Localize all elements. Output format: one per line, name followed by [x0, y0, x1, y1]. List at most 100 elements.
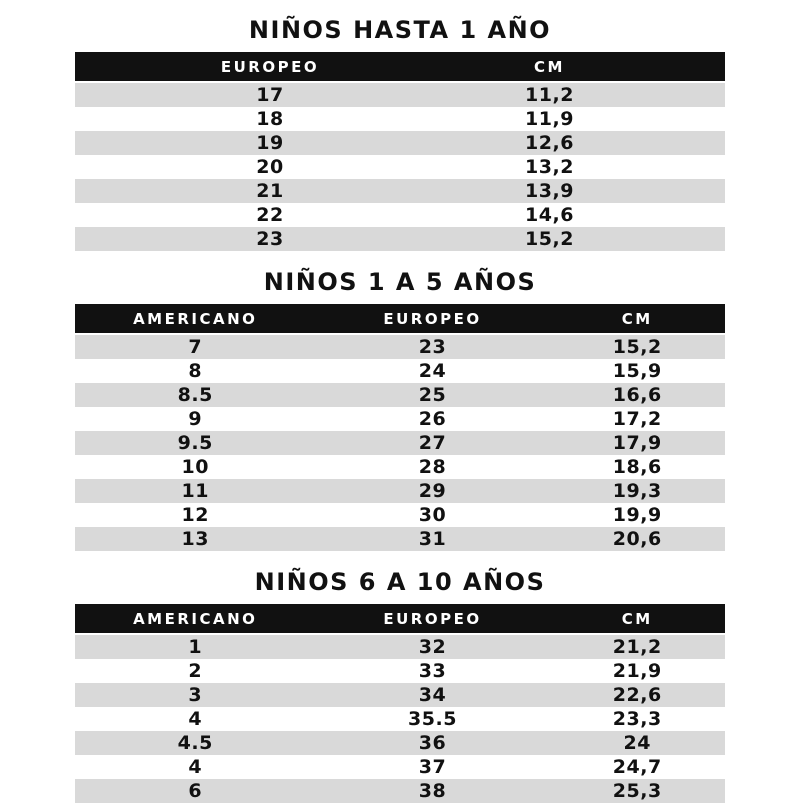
size-cell: 24 [623, 732, 651, 754]
column-header: EUROPEO [315, 604, 550, 635]
size-cell: 24 [418, 360, 447, 382]
spacer-cell [634, 82, 725, 107]
size-cell: 29 [418, 480, 447, 502]
size-cell: 3 [188, 684, 203, 706]
size-cell: 22,6 [612, 684, 662, 706]
table-row: 20 13,2 [75, 155, 725, 179]
size-cell: 12 [181, 504, 209, 526]
size-cell: 32 [418, 636, 447, 658]
size-table-section-babies: NIÑOS HASTA 1 AÑO EUROPEO CM 17 11,2 18 11,9… [75, 16, 725, 251]
table-row: 13 31 20,6 [75, 527, 725, 551]
spacer-cell [634, 52, 725, 83]
table-row: 17 11,2 [75, 82, 725, 107]
table-row: 11 29 19,3 [75, 479, 725, 503]
size-cell: 21,9 [612, 660, 662, 682]
size-cell: 4.5 [177, 732, 213, 754]
table-title: NIÑOS 6 A 10 AÑOS [254, 568, 546, 596]
table-row: 22 14,6 [75, 203, 725, 227]
column-header: EUROPEO [315, 304, 550, 335]
spacer-cell [634, 155, 725, 179]
size-cell: 38 [418, 780, 447, 802]
table-row: 3 34 22,6 [75, 683, 725, 707]
size-cell: 7 [188, 336, 203, 358]
size-cell: 14,6 [525, 204, 574, 226]
size-cell: 11,9 [525, 108, 574, 130]
table-row: 19 12,6 [75, 131, 725, 155]
size-cell: 8.5 [177, 384, 213, 406]
size-cell: 16,6 [612, 384, 662, 406]
size-cell: 31 [418, 528, 447, 550]
size-cell: 23 [418, 336, 447, 358]
size-cell: 9.5 [177, 432, 213, 454]
size-cell: 22 [256, 204, 284, 226]
size-cell: 19 [256, 132, 284, 154]
size-cell: 17 [256, 84, 284, 106]
size-cell: 11 [181, 480, 209, 502]
table-row: 8.5 25 16,6 [75, 383, 725, 407]
table-row: 10 28 18,6 [75, 455, 725, 479]
size-cell: 15,2 [612, 336, 662, 358]
header-row: AMERICANO EUROPEO CM [75, 604, 725, 635]
size-cell: 21 [256, 180, 284, 202]
table-row: 7 23 15,2 [75, 334, 725, 359]
table-row: 9 26 17,2 [75, 407, 725, 431]
table-row: 12 30 19,9 [75, 503, 725, 527]
table-row: 2 33 21,9 [75, 659, 725, 683]
table-row: 1 32 21,2 [75, 634, 725, 659]
shoe-size-chart: NIÑOS HASTA 1 AÑO EUROPEO CM 17 11,2 18 11,9… [75, 0, 725, 803]
size-cell: 13,2 [525, 156, 574, 178]
size-cell: 13,9 [525, 180, 574, 202]
size-cell: 25,3 [612, 780, 662, 802]
size-cell: 2 [188, 660, 203, 682]
table-row: 23 15,2 [75, 227, 725, 251]
size-cell: 13 [181, 528, 209, 550]
size-cell: 30 [418, 504, 447, 526]
size-table: AMERICANO EUROPEO CM 7 23 15,2 8 24 15,9 8.5 25 16… [75, 304, 725, 551]
column-header: CM [549, 604, 725, 635]
size-cell: 26 [418, 408, 447, 430]
table-row: 9.5 27 17,9 [75, 431, 725, 455]
size-cell: 25 [418, 384, 447, 406]
size-cell: 15,2 [525, 228, 574, 250]
size-cell: 15,9 [612, 360, 662, 382]
size-cell: 19,9 [612, 504, 662, 526]
table-row: 21 13,9 [75, 179, 725, 203]
size-cell: 6 [188, 780, 203, 802]
size-cell: 9 [188, 408, 203, 430]
header-row: EUROPEO CM [75, 52, 725, 83]
size-cell: 21,2 [612, 636, 662, 658]
size-table: EUROPEO CM 17 11,2 18 11,9 19 12,6 20 13,2 21 13,9… [75, 52, 725, 251]
size-cell: 20 [256, 156, 284, 178]
table-row: 8 24 15,9 [75, 359, 725, 383]
table-row: 4 35.5 23,3 [75, 707, 725, 731]
size-cell: 17,9 [612, 432, 662, 454]
size-table-section-1-5: NIÑOS 1 A 5 AÑOS AMERICANO EUROPEO CM 7 23 1… [75, 268, 725, 551]
spacer-cell [634, 227, 725, 251]
size-cell: 23 [256, 228, 284, 250]
size-cell: 23,3 [612, 708, 662, 730]
size-cell: 24,7 [612, 756, 662, 778]
header-row: AMERICANO EUROPEO CM [75, 304, 725, 335]
table-row: 6 38 25,3 [75, 779, 725, 803]
column-header: CM [465, 52, 634, 83]
spacer-cell [634, 179, 725, 203]
size-cell: 20,6 [612, 528, 662, 550]
size-cell: 33 [418, 660, 447, 682]
size-table: AMERICANO EUROPEO CM 1 32 21,2 2 33 21,9 3 34 22,6… [75, 604, 725, 803]
size-cell: 36 [418, 732, 447, 754]
table-row: 18 11,9 [75, 107, 725, 131]
table-title: NIÑOS HASTA 1 AÑO [248, 16, 552, 44]
size-cell: 19,3 [612, 480, 662, 502]
size-cell: 4 [188, 756, 203, 778]
size-cell: 11,2 [525, 84, 574, 106]
spacer-cell [634, 203, 725, 227]
size-cell: 18,6 [612, 456, 662, 478]
spacer-cell [634, 107, 725, 131]
size-cell: 34 [418, 684, 447, 706]
size-cell: 17,2 [612, 408, 662, 430]
column-header: EUROPEO [75, 52, 465, 83]
column-header: AMERICANO [75, 604, 316, 635]
size-cell: 8 [188, 360, 203, 382]
spacer-cell [634, 131, 725, 155]
size-cell: 35.5 [408, 708, 457, 730]
